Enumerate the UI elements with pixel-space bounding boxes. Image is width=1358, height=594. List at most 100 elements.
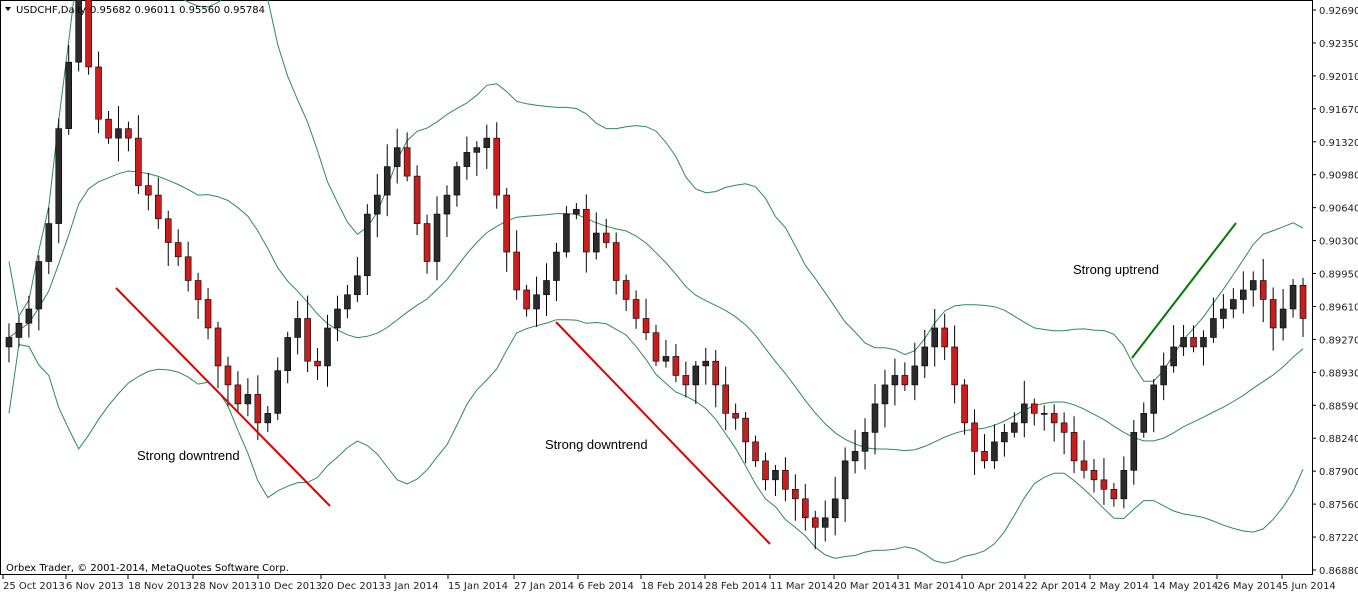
candle-body — [453, 166, 461, 196]
candle-body — [344, 294, 351, 310]
x-tick-label: 31 Mar 2014 — [898, 581, 961, 592]
candle-body — [433, 213, 441, 262]
x-tick-label: 18 Nov 2013 — [128, 581, 192, 592]
y-tick-label: 0.92350 — [1319, 39, 1358, 50]
candle-body — [413, 175, 421, 224]
candle-body — [234, 384, 242, 405]
downtrend-line-1 — [115, 287, 331, 507]
downtrend-label-1: Strong downtrend — [137, 448, 240, 463]
candle-body — [194, 280, 202, 300]
uptrend-line — [1131, 222, 1237, 359]
candle-body — [214, 327, 222, 367]
candle-body — [314, 360, 321, 367]
candle-body — [254, 394, 262, 424]
x-tick-label: 22 Apr 2014 — [1025, 581, 1087, 592]
x-tick-label: 25 Oct 2013 — [3, 581, 65, 592]
candle-body — [682, 375, 690, 386]
y-tick-label: 0.89610 — [1319, 302, 1358, 313]
candle-body — [334, 308, 341, 329]
candle-body — [364, 213, 371, 277]
candle-body — [1120, 470, 1128, 500]
downtrend-label-2: Strong downtrend — [545, 437, 648, 452]
x-tick-label: 20 Mar 2014 — [834, 581, 897, 592]
x-tick-label: 6 Feb 2014 — [578, 581, 634, 592]
candle-body — [891, 375, 899, 386]
candle-body — [851, 451, 859, 462]
candle-body — [1060, 422, 1068, 433]
candle-body — [125, 128, 132, 139]
y-tick-label: 0.89270 — [1319, 335, 1358, 346]
candle-body — [15, 322, 23, 338]
candle-body — [35, 261, 43, 310]
candle-body — [1200, 337, 1207, 348]
candle-body — [224, 365, 232, 386]
candle-body — [264, 413, 272, 424]
candle-body — [1160, 365, 1167, 386]
candle-body — [473, 147, 481, 153]
candle-body — [503, 194, 510, 253]
candle-body — [1210, 318, 1217, 338]
plot-frame — [0, 0, 1313, 575]
candle-body — [1140, 413, 1148, 433]
candle-body — [463, 152, 471, 167]
uptrend-label: Strong uptrend — [1073, 262, 1159, 277]
candle-body — [742, 417, 749, 443]
candle-body — [75, 0, 82, 63]
x-tick-label: 28 Nov 2013 — [193, 581, 257, 592]
candle-body — [1100, 479, 1108, 490]
copyright-text: Orbex Trader, © 2001-2014, MetaQuotes So… — [6, 563, 289, 574]
candle-body — [493, 137, 501, 196]
y-tick-label: 0.87560 — [1319, 500, 1358, 511]
candle-body — [911, 365, 919, 386]
candle-body — [55, 128, 63, 224]
candle-body — [1130, 432, 1138, 471]
x-tick-label: 10 Dec 2013 — [258, 581, 322, 592]
candle-body — [662, 356, 670, 362]
candle-body — [1050, 413, 1058, 424]
candle-body — [284, 337, 291, 371]
candle-body — [85, 0, 92, 68]
candle-body — [184, 256, 192, 281]
menu-triangle-icon[interactable] — [5, 7, 11, 11]
candle-body — [991, 441, 998, 462]
y-tick-label: 0.90300 — [1319, 237, 1358, 248]
candle-body — [1289, 284, 1297, 310]
candle-body — [971, 422, 978, 452]
y-tick-label: 0.87220 — [1319, 533, 1358, 544]
bollinger-middle-band — [8, 170, 1304, 452]
candle-body — [513, 251, 520, 291]
candle-body — [1070, 432, 1078, 462]
candle-body — [1190, 337, 1197, 348]
candle-body — [1240, 289, 1247, 300]
y-tick-label: 0.92010 — [1319, 72, 1358, 83]
time-axis: 25 Oct 2013 6 Nov 2013 18 Nov 2013 28 Nov 2… — [2, 575, 1336, 592]
candle-body — [274, 370, 282, 414]
candle-body — [324, 327, 331, 367]
x-tick-label: 10 Apr 2014 — [962, 581, 1024, 592]
candle-body — [383, 166, 391, 196]
candle-body — [1090, 470, 1098, 481]
candle-body — [1299, 284, 1307, 319]
candle-body — [821, 517, 829, 528]
x-tick-label: 18 Feb 2014 — [641, 581, 703, 592]
candle-body — [1001, 432, 1008, 443]
candle-body — [762, 460, 769, 481]
candle-body — [403, 147, 411, 177]
y-tick-label: 0.88930 — [1319, 368, 1358, 379]
candle-body — [901, 375, 909, 386]
candle-body — [583, 209, 590, 253]
candle-body — [672, 356, 680, 376]
bollinger-lower-band — [8, 319, 1304, 564]
bollinger-bands — [8, 0, 1304, 564]
candle-body — [951, 346, 958, 386]
candle-body — [1080, 460, 1088, 471]
candle-body — [752, 441, 759, 462]
candle-body — [304, 318, 311, 362]
candle-body — [45, 223, 53, 262]
x-tick-label: 14 May 2014 — [1153, 581, 1218, 592]
candle-body — [573, 209, 580, 215]
candle-body — [802, 498, 809, 519]
candle-body — [861, 432, 869, 452]
